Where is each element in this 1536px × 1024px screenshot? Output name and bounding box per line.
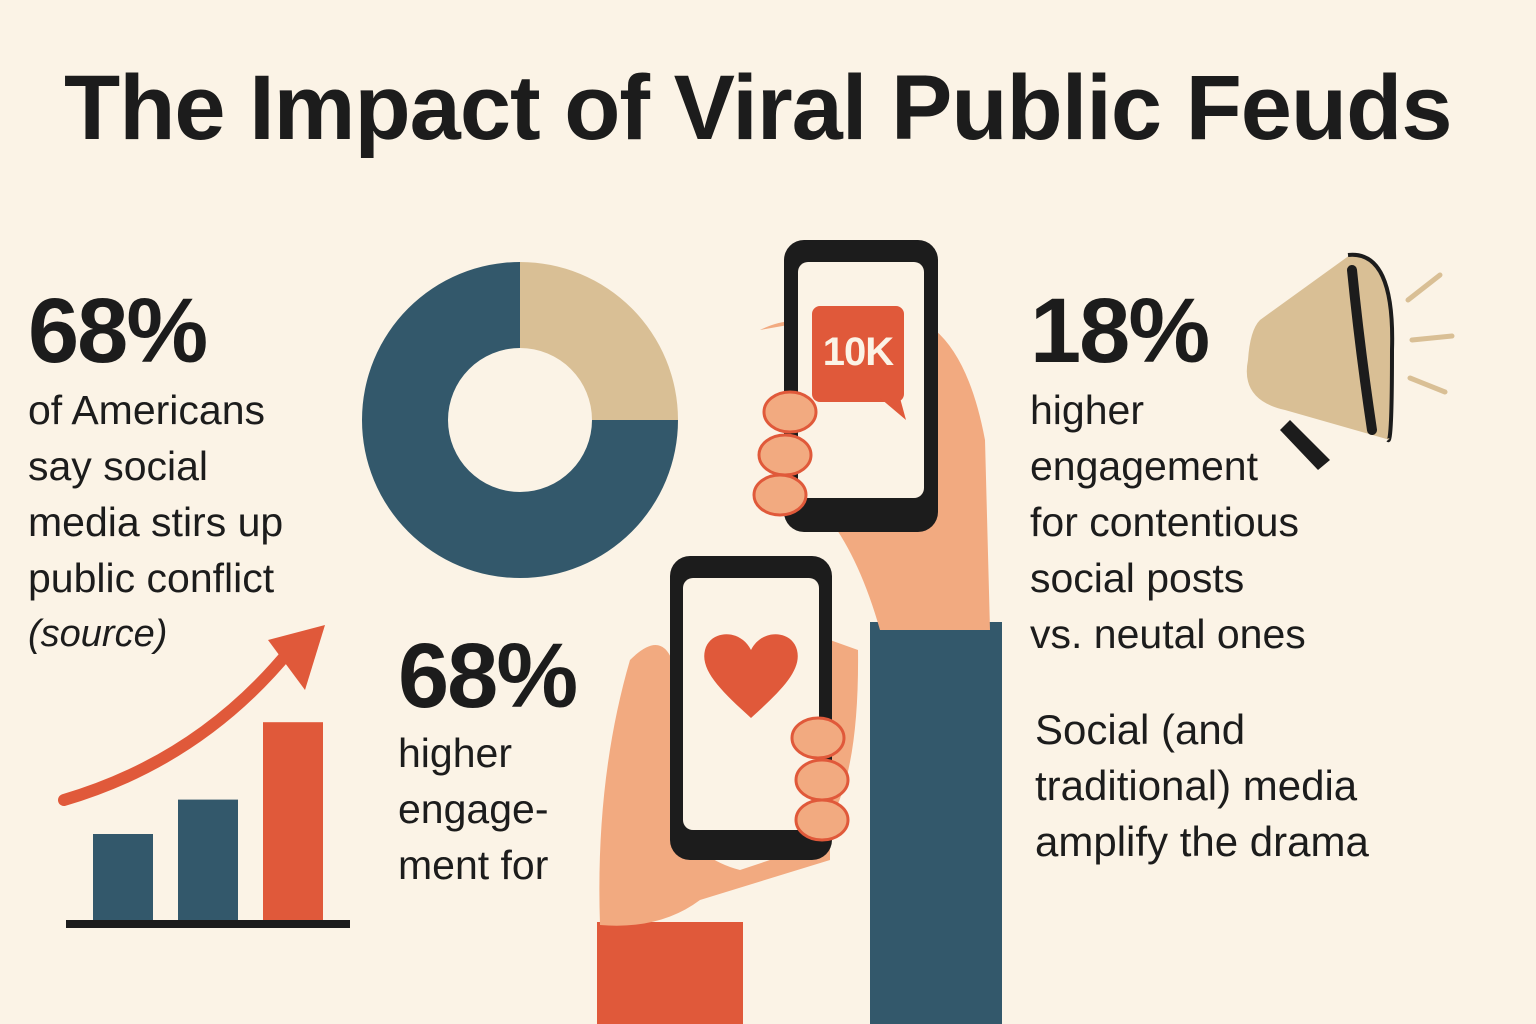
sleeve-orange [597, 922, 743, 1024]
caption: Social (and traditional) media amplify t… [1035, 702, 1369, 870]
caption-line: amplify the drama [1035, 818, 1369, 865]
hand-with-phone-bottom [597, 556, 859, 1024]
caption-line: traditional) media [1035, 762, 1358, 809]
stat3-line: for contentious [1030, 499, 1299, 545]
bar-chart-baseline [66, 920, 350, 928]
stat3-line: vs. neutal ones [1030, 611, 1306, 657]
caption-line: Social (and [1035, 706, 1246, 753]
sleeve-navy [870, 622, 1002, 1024]
donut-segment [362, 262, 678, 578]
stat2-line: ment for [398, 842, 549, 888]
stat2-value: 68% [398, 625, 578, 727]
stat1-line: of Americans [28, 387, 265, 433]
donut-segment [520, 262, 678, 420]
stat2-description: higher engage- ment for [398, 725, 548, 893]
stat1-source-link[interactable]: (source) [28, 613, 168, 655]
stat1-value: 68% [28, 280, 208, 382]
notification-badge-icon [812, 306, 906, 420]
stat1-line: public conflict [28, 555, 275, 601]
notification-count: 10K [822, 330, 894, 374]
donut-chart [362, 262, 678, 578]
stat1-line: say social [28, 443, 209, 489]
fingers [790, 716, 850, 842]
stat1-line: media stirs up [28, 499, 284, 545]
stat3-line: higher [1030, 387, 1144, 433]
stat1-description: of Americans say social media stirs up p… [28, 382, 283, 662]
hand-with-phone-top [752, 240, 1002, 1024]
page-title: The Impact of Viral Public Feuds [64, 57, 1452, 159]
thumb-fingers [752, 390, 818, 517]
megaphone-icon [1246, 252, 1455, 470]
bar [263, 722, 323, 920]
stat3-value: 18% [1030, 280, 1210, 382]
bar [93, 834, 153, 920]
stat2-line: engage- [398, 786, 549, 832]
bar-chart [58, 625, 350, 928]
bar [178, 799, 238, 920]
stat3-line: social posts [1030, 555, 1245, 601]
stat2-line: higher [398, 730, 512, 776]
stat3-description: higher engagement for contentious social… [1030, 382, 1306, 662]
stat3-line: engagement [1030, 443, 1258, 489]
heart-icon [704, 634, 798, 718]
trend-arrow-icon [58, 625, 325, 806]
